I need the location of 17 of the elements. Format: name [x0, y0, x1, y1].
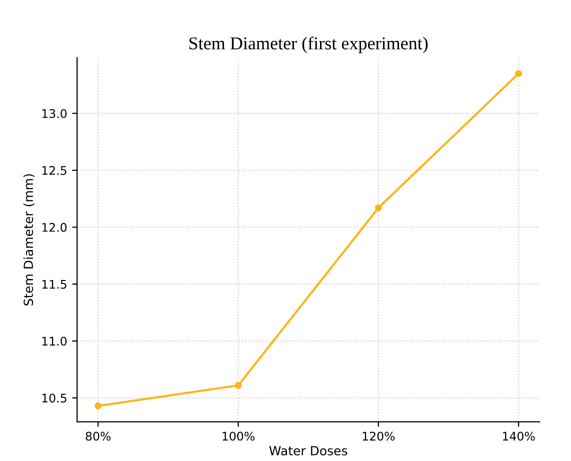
point: [94, 402, 102, 410]
y-tick-label: 10.5: [42, 394, 66, 403]
y-tick-label: 12.0: [42, 222, 67, 232]
y-tick-label: 13.0: [42, 109, 67, 118]
x-tick-label: 80%: [86, 432, 111, 441]
point: [374, 204, 382, 212]
y-axis-title: Stem Diameter (mm): [23, 174, 35, 306]
point: [234, 382, 242, 389]
point: [515, 70, 522, 78]
x-tick-label: 120%: [362, 432, 395, 441]
x-axis-title: Water Doses: [269, 446, 348, 456]
chart-title: Stem Diameter (first experiment): [189, 36, 428, 54]
y-tick-label: 11.5: [42, 280, 66, 289]
x-tick-label: 140%: [502, 432, 535, 441]
x-tick-label: 100%: [222, 432, 254, 441]
y-tick-label: 12.5: [42, 166, 66, 175]
y-tick-label: 11.0: [42, 336, 67, 346]
